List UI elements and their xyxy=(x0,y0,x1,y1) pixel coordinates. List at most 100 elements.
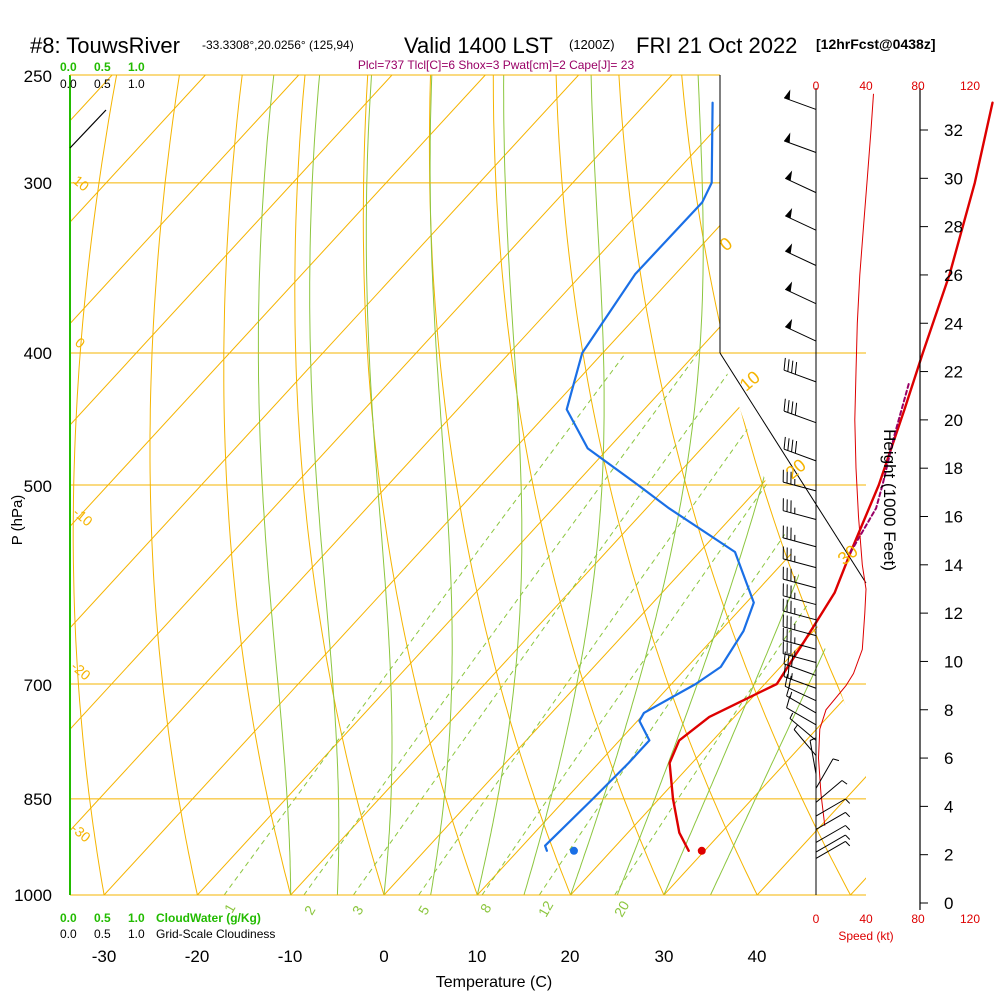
height-tick: 20 xyxy=(944,411,963,430)
height-tick: 10 xyxy=(944,652,963,671)
barb-staff xyxy=(783,510,817,520)
barb-flag xyxy=(783,398,786,412)
right-axis-diagonal xyxy=(719,352,867,584)
wind-barb xyxy=(784,208,817,231)
speed-axis-label: Speed (kt) xyxy=(838,929,893,943)
wind-barb xyxy=(793,724,817,756)
pressure-tick: 250 xyxy=(24,67,52,86)
legend-bottom-green-2: 1.0 xyxy=(128,911,145,925)
wind-barb xyxy=(789,712,817,741)
temperature-tick: -30 xyxy=(92,947,117,966)
barb-staff xyxy=(783,481,817,492)
speed-tick-bottom: 0 xyxy=(813,912,820,926)
temperature-tick: 0 xyxy=(379,947,388,966)
mixing-ratio-line xyxy=(614,352,866,895)
wind-barb xyxy=(815,825,851,843)
barb-staff xyxy=(784,177,817,194)
barb-flag xyxy=(791,654,794,667)
isotherm-line xyxy=(70,75,206,895)
moist-adiabat-line xyxy=(476,75,523,895)
height-tick: 4 xyxy=(944,797,953,816)
wind-barb xyxy=(782,614,817,637)
wind-barb xyxy=(783,132,817,153)
barb-staff xyxy=(815,798,846,817)
pressure-tick: 500 xyxy=(24,477,52,496)
wind-barb xyxy=(815,840,851,859)
wind-barb xyxy=(782,498,817,520)
dry-adiabat-line xyxy=(679,75,866,895)
dry-adiabat-line xyxy=(803,75,866,895)
legend-top-black-0: 0.0 xyxy=(60,77,77,91)
height-tick: 16 xyxy=(944,508,963,527)
barb-staff xyxy=(786,707,817,726)
wind-panel xyxy=(782,88,928,910)
speed-tick-top: 120 xyxy=(960,79,980,93)
barb-staff xyxy=(783,448,817,462)
speed-tick-top: 80 xyxy=(911,79,925,93)
cloudiness-mark xyxy=(69,109,107,149)
barb-half-flag xyxy=(845,825,851,831)
wind-barb xyxy=(784,318,817,342)
barb-staff xyxy=(783,610,817,621)
legend-top-green-2: 1.0 xyxy=(128,60,145,74)
wind-barb xyxy=(815,780,848,803)
utc-time: (1200Z) xyxy=(569,37,615,52)
barb-pennant xyxy=(785,208,793,219)
barb-flag xyxy=(783,651,786,664)
height-tick: 26 xyxy=(944,266,963,285)
speed-tick-bottom: 80 xyxy=(911,912,925,926)
moist-adiabat-line xyxy=(429,75,453,895)
plot-frame xyxy=(69,74,867,895)
barb-staff xyxy=(783,410,817,424)
height-tick: 6 xyxy=(944,749,953,768)
barb-pennant xyxy=(784,132,791,143)
barb-staff xyxy=(789,718,817,741)
wind-barb xyxy=(782,469,817,492)
temperature-tick: 40 xyxy=(748,947,767,966)
surface-dewpoint-point xyxy=(569,846,578,855)
barb-flag xyxy=(787,359,790,372)
barb-flag xyxy=(786,695,791,708)
wind-barb xyxy=(786,695,817,726)
isotherm-label: -10 xyxy=(70,504,96,529)
wind-barb xyxy=(815,758,840,789)
mixing-ratio-line xyxy=(223,352,627,895)
speed-tick-top: 0 xyxy=(813,79,820,93)
wind-barb xyxy=(782,628,817,650)
barb-flag xyxy=(791,360,794,374)
forecast-hour: [12hrFcst@0438z] xyxy=(816,36,935,52)
speed-tick-top: 40 xyxy=(859,79,873,93)
wind-barb xyxy=(782,598,817,621)
dry-adiabat-line xyxy=(990,51,1000,924)
mixing-ratio-line xyxy=(481,352,860,895)
height-tick: 30 xyxy=(944,169,963,188)
temperature-tick: -10 xyxy=(278,947,303,966)
pressure-tick: 1000 xyxy=(14,886,52,905)
barb-staff xyxy=(786,695,817,714)
height-tick: 14 xyxy=(944,556,963,575)
cloudwater-legend-title: CloudWater (g/Kg) xyxy=(156,911,261,925)
barb-staff xyxy=(815,780,843,803)
dry-adiabat-line xyxy=(492,75,678,895)
pressure-axis-label: P (hPa) xyxy=(9,495,26,546)
wind-barb xyxy=(815,798,851,817)
height-tick: 18 xyxy=(944,459,963,478)
barb-pennant xyxy=(785,318,793,330)
speed-tick-bottom: 120 xyxy=(960,912,980,926)
moist-adiabat-line xyxy=(309,75,340,895)
moist-adiabat-line xyxy=(570,75,704,895)
barb-flag xyxy=(784,674,789,687)
wind-barb xyxy=(783,398,817,424)
legend-top-black-2: 1.0 xyxy=(128,77,145,91)
mixing-ratio-label: 8 xyxy=(477,901,495,916)
barb-half-flag xyxy=(841,780,848,785)
dry-adiabat-line xyxy=(72,75,122,895)
wind-barb xyxy=(783,664,817,689)
barb-pennant xyxy=(784,89,791,100)
barb-half-flag xyxy=(789,691,793,699)
barb-staff xyxy=(783,369,817,383)
legend-top-black-1: 0.5 xyxy=(94,77,111,91)
isotherm-line xyxy=(70,75,393,895)
barb-staff xyxy=(783,558,817,569)
